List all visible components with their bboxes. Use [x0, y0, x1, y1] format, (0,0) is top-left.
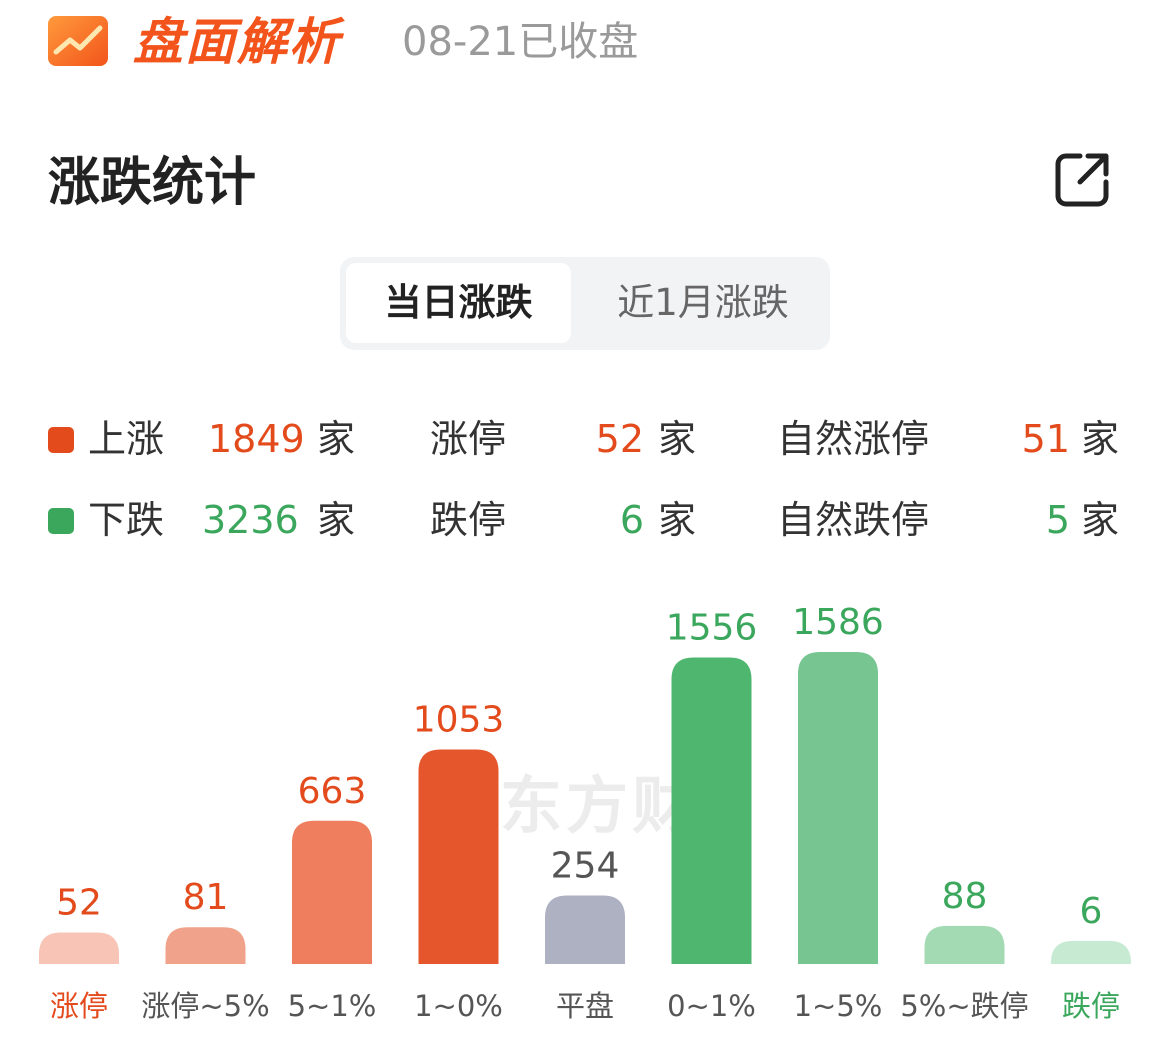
- chart-trend-icon: [48, 16, 108, 66]
- bar-category-label: 5%~跌停: [900, 989, 1028, 1023]
- bar-category-label: 5~1%: [288, 989, 377, 1023]
- bar-category-label: 涨停~5%: [141, 989, 269, 1023]
- watermark: 东方财: [500, 769, 699, 842]
- period-tabs: 当日涨跌 近1月涨跌: [340, 257, 830, 350]
- limit-up-label: 涨停: [430, 417, 507, 461]
- limit-down-label: 跌停: [430, 498, 507, 542]
- unit-label: 家: [1081, 498, 1120, 542]
- chart-bar: [924, 925, 1005, 964]
- bar-value-label: 663: [298, 771, 367, 812]
- brand-title: 盘面解析: [133, 13, 341, 71]
- bar-value-label: 254: [551, 846, 620, 887]
- fall-label: 下跌: [88, 498, 165, 542]
- rise-legend-marker: [48, 427, 74, 453]
- rise-fall-distribution-chart: 52 涨停 81 涨停~5% 663 5~1% 1053 1~0% 254 平盘 1556 0~1% 1…: [39, 602, 1131, 1023]
- chart-bar: [798, 652, 878, 964]
- chart-bar: [1051, 940, 1131, 964]
- bar-category-label: 1~0%: [414, 989, 503, 1023]
- bar-category-label: 0~1%: [667, 989, 756, 1023]
- bar-value-label: 1556: [666, 607, 758, 648]
- limit-up-count: 52: [595, 417, 644, 461]
- fall-legend-marker: [48, 508, 74, 534]
- chart-bar: [39, 932, 119, 964]
- tab-one-month[interactable]: 近1月涨跌: [617, 281, 789, 324]
- section-title: 涨跌统计: [48, 153, 257, 213]
- unit-label: 家: [317, 417, 356, 461]
- limit-down-count: 6: [619, 498, 644, 542]
- chart-bar: [418, 749, 499, 964]
- market-date-status: 08-21已收盘: [402, 19, 639, 65]
- chart-bar: [545, 895, 625, 964]
- bar-category-label: 跌停: [1062, 989, 1120, 1023]
- chart-bar: [165, 927, 246, 964]
- bar-value-label: 1053: [413, 699, 505, 740]
- natural-limit-down-label: 自然跌停: [777, 498, 930, 542]
- rise-count: 1849: [208, 417, 305, 461]
- unit-label: 家: [1081, 417, 1120, 461]
- fall-count: 3236: [202, 498, 299, 542]
- unit-label: 家: [658, 498, 697, 542]
- bar-category-label: 平盘: [556, 989, 614, 1023]
- natural-limit-down-count: 5: [1045, 498, 1070, 542]
- bar-value-label: 88: [942, 876, 988, 917]
- chart-bar: [671, 657, 752, 964]
- bar-category-label: 1~5%: [794, 989, 883, 1023]
- bar-value-label: 52: [56, 882, 102, 923]
- natural-limit-up-label: 自然涨停: [777, 417, 930, 461]
- tab-today[interactable]: 当日涨跌: [346, 263, 571, 343]
- bar-category-label: 涨停: [50, 989, 108, 1023]
- bar-value-label: 6: [1080, 891, 1103, 932]
- unit-label: 家: [658, 417, 697, 461]
- chart-bar: [292, 820, 372, 964]
- bar-value-label: 81: [183, 877, 229, 918]
- unit-label: 家: [317, 498, 356, 542]
- rise-label: 上涨: [88, 417, 165, 461]
- share-icon[interactable]: [1052, 150, 1112, 210]
- natural-limit-up-count: 51: [1021, 417, 1070, 461]
- bar-value-label: 1586: [792, 602, 884, 643]
